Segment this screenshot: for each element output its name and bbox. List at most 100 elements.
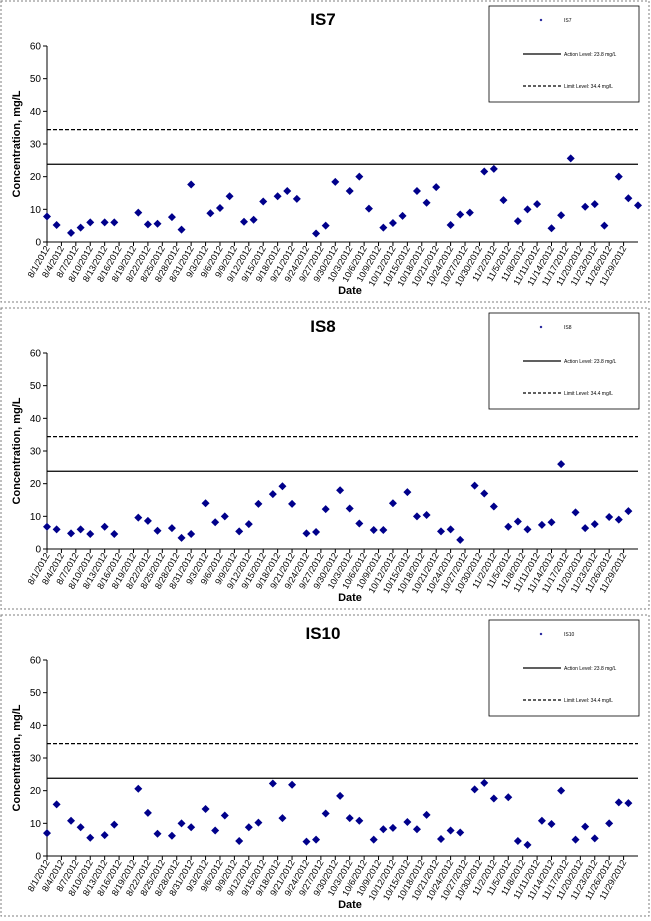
data-point — [288, 780, 297, 789]
data-point — [143, 808, 152, 817]
data-point — [52, 221, 61, 230]
data-point — [422, 810, 431, 819]
data-point — [167, 831, 176, 840]
legend-entry-label: Limit Level: 34.4 mg/L — [564, 698, 613, 704]
data-point — [345, 187, 354, 196]
data-point — [590, 200, 599, 209]
data-point — [187, 823, 196, 832]
data-point — [67, 228, 76, 237]
data-point — [167, 213, 176, 222]
data-point — [268, 490, 277, 499]
data-point — [422, 511, 431, 520]
y-tick-label: 60 — [30, 42, 42, 53]
data-point — [76, 223, 85, 232]
chart-svg-is10: IS1001020304050608/1/20128/4/20128/7/201… — [0, 614, 650, 917]
data-point — [110, 820, 119, 829]
chart-panel-is8: IS8 0 10 20 30 40 50 60 8/1/2012 8/4/2012 8/7/2012… — [0, 307, 651, 610]
y-tick-label: 10 — [30, 819, 42, 830]
data-point — [480, 167, 489, 176]
data-point — [523, 840, 532, 849]
data-point — [437, 527, 445, 536]
data-point — [240, 217, 248, 226]
data-point — [302, 837, 311, 846]
data-point — [43, 212, 51, 221]
data-point — [220, 512, 229, 521]
data-point — [312, 528, 321, 537]
data-point — [153, 526, 162, 535]
y-tick-label: 0 — [35, 852, 41, 863]
y-tick-label: 50 — [30, 74, 42, 85]
data-point — [278, 814, 287, 823]
legend: IS7 Action Level: 23.8 mg/L Limit Level: 3… — [488, 5, 640, 103]
data-point — [345, 504, 354, 513]
data-point — [480, 778, 489, 787]
data-point — [388, 499, 397, 508]
legend-entry-label: IS7 — [564, 18, 572, 24]
data-point — [581, 524, 590, 533]
data-point — [134, 784, 143, 793]
data-point — [614, 515, 623, 524]
data-point — [590, 520, 599, 529]
data-point — [143, 220, 152, 229]
legend-entry-label: Action Level: 23.8 mg/L — [564, 359, 616, 365]
data-point — [355, 172, 364, 181]
data-point — [292, 194, 301, 203]
data-point — [100, 218, 109, 227]
data-point — [67, 529, 76, 538]
data-point — [187, 529, 196, 538]
data-point — [537, 520, 546, 529]
data-point — [634, 201, 642, 210]
data-point — [412, 825, 421, 834]
legend-box — [488, 312, 640, 410]
data-point — [513, 217, 522, 226]
data-point — [403, 818, 412, 827]
data-point — [321, 221, 330, 230]
data-point — [513, 836, 522, 845]
data-point — [422, 198, 431, 207]
data-point — [590, 834, 599, 843]
y-tick-label: 50 — [30, 688, 42, 699]
data-point — [624, 194, 633, 203]
data-point — [259, 197, 268, 206]
y-tick-label: 20 — [30, 479, 42, 490]
data-point — [336, 486, 345, 495]
data-point — [110, 529, 119, 538]
data-point — [489, 164, 498, 173]
chart-svg-is8: IS801020304050608/1/20128/4/20128/7/2012… — [0, 307, 650, 610]
data-point — [321, 809, 330, 818]
data-point — [206, 209, 215, 218]
data-point — [547, 518, 556, 527]
data-point — [302, 529, 311, 538]
data-point — [215, 204, 224, 213]
data-point — [523, 205, 532, 214]
y-tick-label: 40 — [30, 107, 42, 118]
data-point — [557, 211, 566, 220]
y-tick-label: 0 — [35, 545, 41, 556]
data-point — [244, 823, 253, 832]
data-point — [369, 526, 378, 535]
y-tick-label: 60 — [30, 656, 42, 667]
data-point — [504, 522, 513, 531]
data-point — [581, 822, 590, 831]
data-point — [533, 200, 542, 209]
y-tick-label: 30 — [30, 754, 42, 765]
data-point — [336, 791, 345, 800]
legend-entry-label: IS10 — [564, 632, 575, 638]
y-axis-title: Concentration, mg/L — [11, 397, 23, 504]
data-point — [43, 829, 51, 838]
data-point — [211, 826, 220, 835]
data-point — [187, 180, 196, 189]
data-point — [288, 499, 297, 508]
data-point — [465, 208, 474, 217]
data-point — [225, 192, 234, 201]
data-point — [312, 835, 321, 844]
data-point — [379, 825, 388, 834]
data-point — [364, 204, 373, 213]
data-point — [470, 481, 479, 490]
data-point — [388, 219, 397, 228]
data-point — [456, 828, 465, 837]
chart-title: IS10 — [306, 624, 341, 643]
data-point — [177, 819, 186, 828]
data-point — [456, 535, 465, 544]
data-point — [244, 520, 253, 529]
